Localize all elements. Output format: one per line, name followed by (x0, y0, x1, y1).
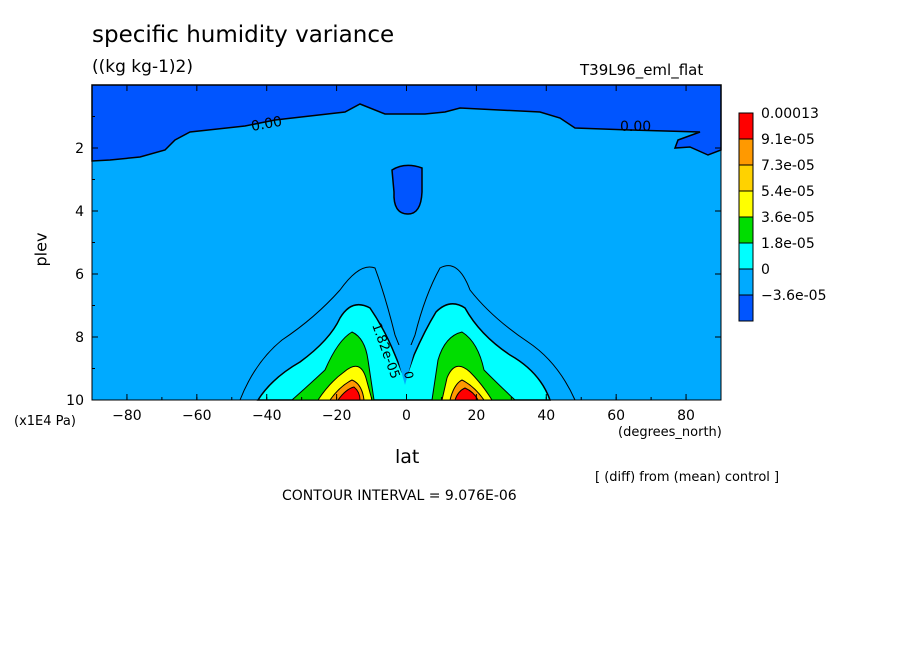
colorbar-label: 3.6e-05 (761, 210, 815, 226)
chart-title: specific humidity variance (92, 22, 395, 48)
x-tick-label: 20 (467, 408, 485, 424)
colorbar-label: 0.00013 (761, 106, 819, 122)
contour-label-zero-right: 0.00 (620, 119, 651, 135)
run-label: T39L96_eml_flat (580, 61, 704, 79)
contour-label-zero-left: 0.00 (250, 114, 283, 135)
y-tick-label: 6 (75, 267, 84, 283)
colorbar-swatch (738, 268, 754, 296)
x-axis: −80 −60 −40 −20 0 20 40 60 80 (91, 85, 722, 424)
colorbar-swatch (738, 112, 754, 140)
y-tick-label: 8 (75, 330, 84, 346)
colorbar-label: 5.4e-05 (761, 184, 815, 200)
x-tick-label: 80 (677, 408, 695, 424)
negative-region-top (91, 84, 722, 162)
colorbar-swatch (738, 138, 754, 166)
x-axis-label: lat (395, 446, 420, 468)
colorbar-swatch (738, 190, 754, 218)
x-tick-label: 60 (607, 408, 625, 424)
colorbar-swatch (738, 242, 754, 270)
x-tick-label: −40 (252, 408, 282, 424)
diff-note: [ (diff) from (mean) control ] (595, 470, 780, 485)
colorbar-label: 1.8e-05 (761, 236, 815, 252)
colorbar-legend: 0.00013 9.1e-05 7.3e-05 5.4e-05 3.6e-05 1.8e-… (738, 106, 826, 322)
x-tick-label: −60 (182, 408, 212, 424)
x-unit-label: (degrees_north) (618, 425, 722, 440)
colorbar-label: 9.1e-05 (761, 132, 815, 148)
x-tick-label: 0 (402, 408, 411, 424)
region-red-left (337, 386, 361, 401)
colorbar-swatch (738, 164, 754, 192)
y-unit-label: (x1E4 Pa) (14, 414, 76, 429)
colorbar-swatch (738, 294, 754, 322)
y-axis: 2 4 6 8 10 (66, 116, 721, 409)
colorbar-label: 0 (761, 262, 770, 278)
colorbar-label: −3.6e-05 (761, 288, 826, 304)
negative-region-equator (391, 164, 423, 215)
x-tick-label: −80 (112, 408, 142, 424)
contour-interval: CONTOUR INTERVAL = 9.076E-06 (282, 488, 517, 504)
colorbar-swatch (738, 216, 754, 244)
y-tick-label: 4 (75, 204, 84, 220)
units-label: ((kg kg-1)2) (92, 57, 193, 77)
contour-label-zero-equator: 0 (401, 370, 416, 380)
colorbar-label: 7.3e-05 (761, 158, 815, 174)
x-tick-label: 40 (537, 408, 555, 424)
y-tick-label: 2 (75, 141, 84, 157)
y-tick-label: 10 (66, 393, 84, 409)
equator-notch (394, 345, 416, 385)
x-tick-label: −20 (322, 408, 352, 424)
